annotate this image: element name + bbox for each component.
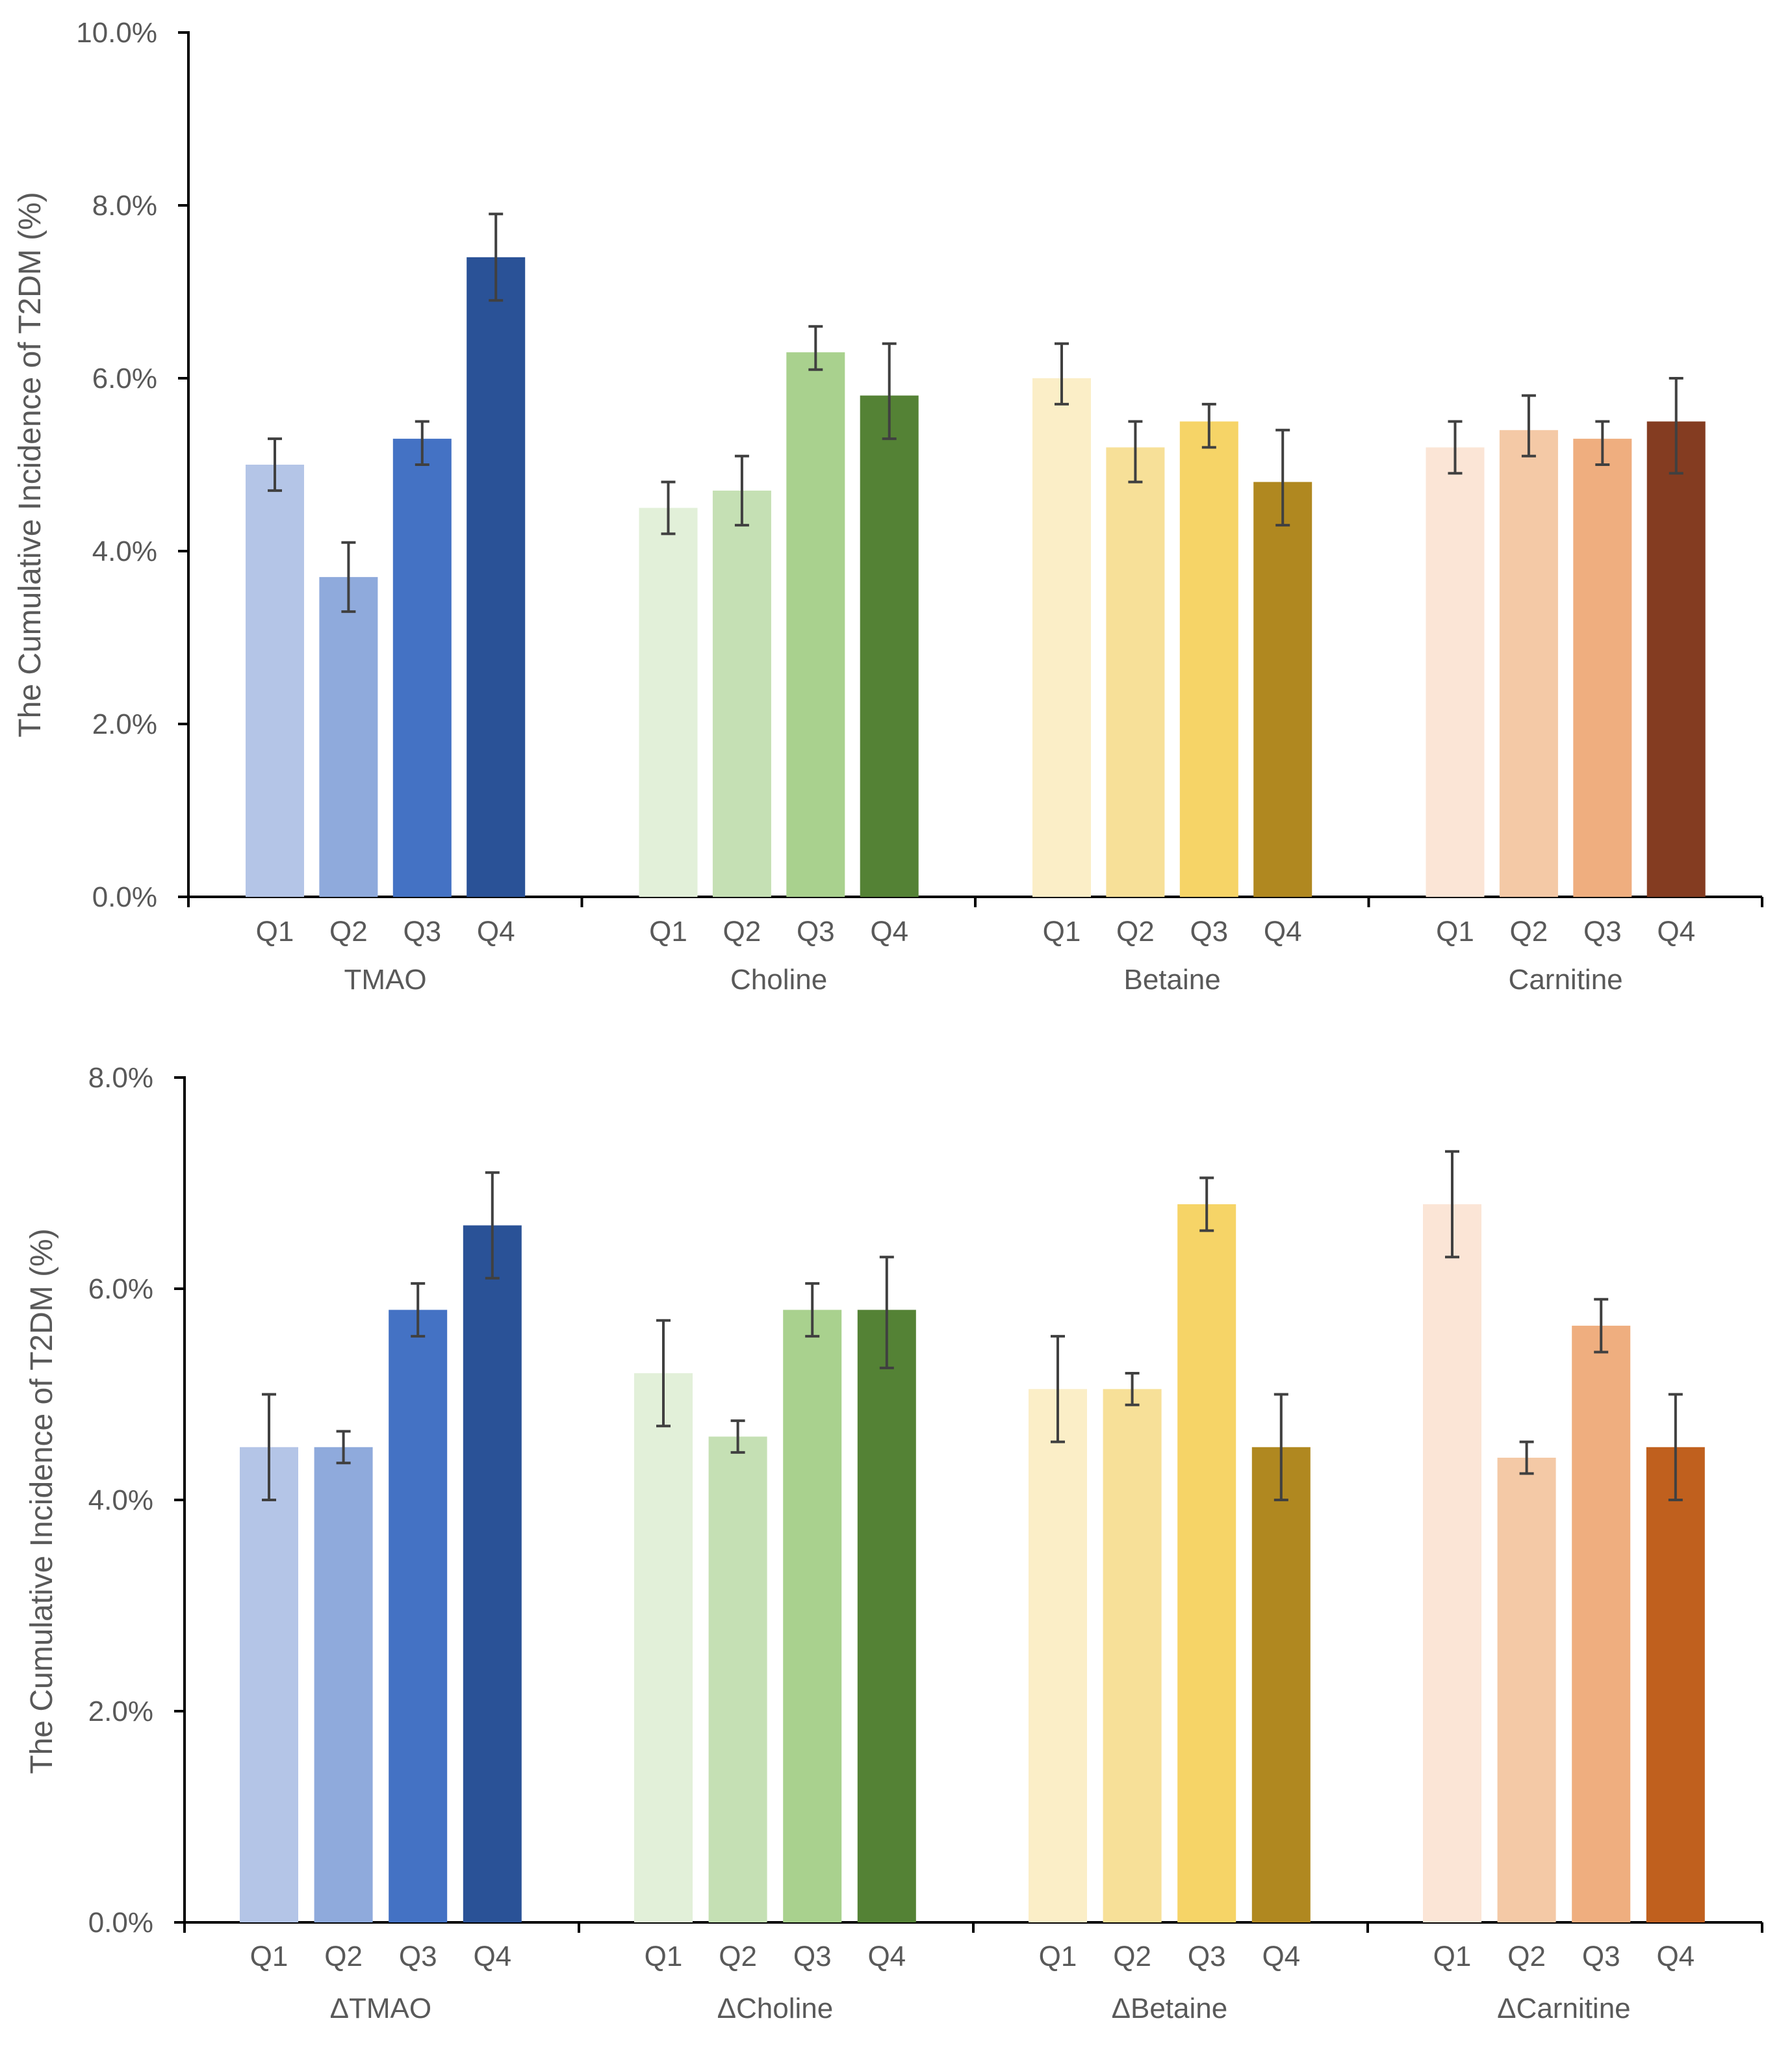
bar xyxy=(1251,1447,1311,1922)
y-axis-label: The Cumulative Incidence of T2DM (%) xyxy=(25,1228,59,1774)
bar xyxy=(314,1447,373,1922)
y-tick-label: 0.0% xyxy=(88,1907,153,1939)
bar xyxy=(389,1310,448,1922)
bar xyxy=(392,439,452,897)
x-category-label: Q1 xyxy=(1039,1941,1077,1972)
bar xyxy=(783,1310,842,1922)
x-category-label: Q2 xyxy=(324,1941,363,1972)
bar xyxy=(1499,430,1558,897)
x-group-label: Carnitine xyxy=(1509,964,1623,996)
x-category-label: Q4 xyxy=(1262,1941,1300,1972)
bar xyxy=(708,1436,767,1922)
bar xyxy=(786,352,845,897)
bar xyxy=(857,1310,916,1922)
bar xyxy=(246,465,304,897)
x-category-label: Q3 xyxy=(1190,916,1228,948)
y-tick-label: 4.0% xyxy=(88,1484,153,1516)
x-category-label: Q2 xyxy=(1113,1941,1151,1972)
bar xyxy=(1423,1204,1481,1922)
x-category-label: Q4 xyxy=(473,1941,511,1972)
x-category-label: Q1 xyxy=(1436,916,1474,948)
x-category-label: Q4 xyxy=(1657,916,1695,948)
x-category-label: Q3 xyxy=(1188,1941,1226,1972)
y-tick-label: 4.0% xyxy=(92,536,157,567)
x-category-label: Q3 xyxy=(793,1941,832,1972)
x-category-label: Q2 xyxy=(719,1941,757,1972)
y-tick-label: 2.0% xyxy=(88,1696,153,1727)
bar xyxy=(1029,1389,1087,1922)
bar xyxy=(1497,1458,1556,1922)
x-category-label: Q3 xyxy=(1583,916,1622,948)
y-tick-label: 6.0% xyxy=(88,1273,153,1305)
x-category-label: Q4 xyxy=(1656,1941,1695,1972)
bar-group-choline: Q1 Q2 Q3 Q4 ΔCholine xyxy=(634,1256,916,2024)
bar xyxy=(1646,1447,1705,1922)
bar xyxy=(639,508,698,897)
x-category-label: Q1 xyxy=(1043,916,1081,948)
x-category-label: Q3 xyxy=(399,1941,437,1972)
bar xyxy=(712,490,771,897)
x-category-label: Q1 xyxy=(256,916,294,948)
bar xyxy=(319,576,378,897)
bar xyxy=(1572,1325,1631,1922)
x-category-label: Q2 xyxy=(1510,916,1548,948)
y-tick-label: 6.0% xyxy=(92,363,157,394)
bar xyxy=(463,1225,522,1922)
x-group-label: TMAO xyxy=(344,964,427,996)
y-tick-label: 8.0% xyxy=(92,190,157,222)
x-category-label: Q3 xyxy=(797,916,835,948)
bar xyxy=(860,395,919,897)
bar xyxy=(1106,447,1165,897)
x-group-label: Choline xyxy=(730,964,827,996)
x-category-label: Q1 xyxy=(250,1941,288,1972)
y-axis-label: The Cumulative Incidence of T2DM (%) xyxy=(13,192,47,737)
bar-group-carnitine: Q1 Q2 Q3 Q4 Carnitine xyxy=(1426,377,1706,996)
x-category-label: Q4 xyxy=(1264,916,1302,948)
x-category-label: Q2 xyxy=(1116,916,1155,948)
bar xyxy=(1646,421,1706,897)
bar xyxy=(1103,1389,1162,1922)
x-category-label: Q2 xyxy=(723,916,762,948)
bar-group-tmao: Q1 Q2 Q3 Q4 ΔTMAO xyxy=(240,1171,522,2024)
y-tick-label: 8.0% xyxy=(88,1062,153,1094)
y-tick-label: 10.0% xyxy=(76,17,157,49)
chart-2: The Cumulative Incidence of T2DM (%) 0.0%… xyxy=(25,1062,1763,2024)
bar xyxy=(1177,1204,1236,1922)
x-category-label: Q4 xyxy=(870,916,908,948)
y-tick-label: 2.0% xyxy=(92,708,157,740)
bar-group-choline: Q1 Q2 Q3 Q4 Choline xyxy=(639,325,919,996)
bar xyxy=(1179,421,1238,897)
x-category-label: Q3 xyxy=(403,916,441,948)
x-group-label: ΔCholine xyxy=(717,1993,834,2024)
bar xyxy=(634,1373,693,1922)
x-group-label: Betaine xyxy=(1123,964,1220,996)
x-category-label: Q2 xyxy=(1507,1941,1546,1972)
x-category-label: Q3 xyxy=(1582,1941,1620,1972)
chart-1: The Cumulative Incidence of T2DM (%) 0.0%… xyxy=(13,17,1763,996)
bar-group-betaine: Q1 Q2 Q3 Q4 Betaine xyxy=(1032,342,1312,996)
bar-group-tmao: Q1 Q2 Q3 Q4 TMAO xyxy=(246,213,526,996)
bar xyxy=(1253,482,1312,897)
y-tick-label: 0.0% xyxy=(92,881,157,913)
x-category-label: Q1 xyxy=(649,916,687,948)
x-category-label: Q4 xyxy=(477,916,515,948)
x-category-label: Q1 xyxy=(1433,1941,1472,1972)
x-group-label: ΔTMAO xyxy=(330,1993,432,2024)
bar xyxy=(240,1447,298,1922)
x-category-label: Q4 xyxy=(867,1941,906,1972)
bar xyxy=(1032,378,1091,897)
x-category-label: Q2 xyxy=(329,916,368,948)
bar-group-betaine: Q1 Q2 Q3 Q4 ΔBetaine xyxy=(1029,1176,1311,2024)
bar-group-carnitine: Q1 Q2 Q3 Q4 ΔCarnitine xyxy=(1423,1150,1705,2024)
x-group-label: ΔBetaine xyxy=(1112,1993,1228,2024)
x-category-label: Q1 xyxy=(645,1941,683,1972)
x-group-label: ΔCarnitine xyxy=(1497,1993,1630,2024)
bar xyxy=(1573,439,1632,897)
bar xyxy=(1426,447,1485,897)
bar xyxy=(467,257,526,897)
